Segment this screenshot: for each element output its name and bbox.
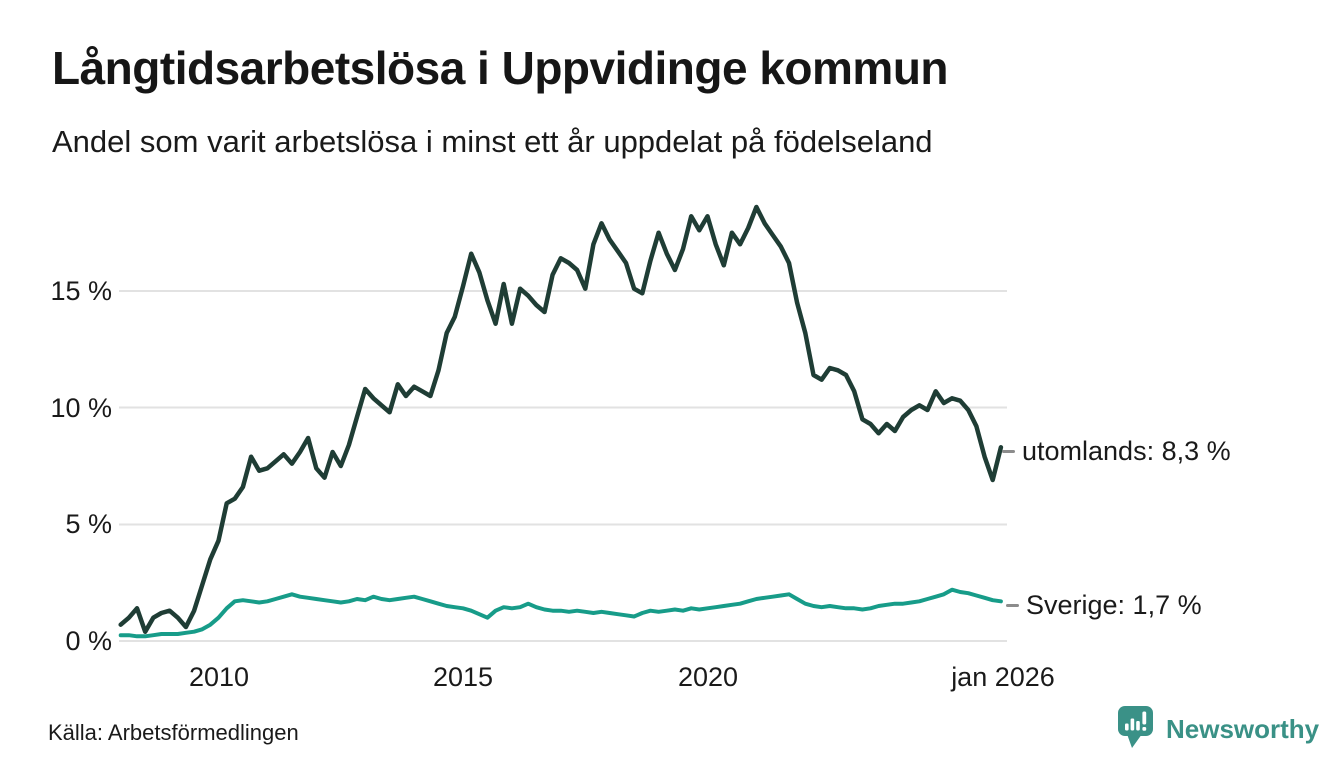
y-axis-tick-label: 10 % <box>50 393 112 423</box>
x-axis-tick-label: 2020 <box>677 662 739 692</box>
newsworthy-logo-icon <box>1118 706 1153 748</box>
source-note: Källa: Arbetsförmedlingen <box>48 720 299 745</box>
series-line-utomlands <box>118 204 1004 634</box>
brand: Newsworthy <box>1118 706 1319 752</box>
label-connector-icon <box>1002 449 1015 453</box>
y-axis-tick-label: 0 % <box>65 626 112 656</box>
label-connector-icon <box>1006 603 1019 607</box>
series-label-sverige: Sverige: 1,7 % <box>1006 588 1202 622</box>
chart-subtitle: Andel som varit arbetslösa i minst ett å… <box>52 124 933 159</box>
chart-title: Långtidsarbetslösa i Uppvidinge kommun <box>52 42 949 94</box>
x-axis-tick-label: 2010 <box>188 662 250 692</box>
series-line-sverige <box>118 587 1003 639</box>
series-label-utomlands: utomlands: 8,3 % <box>1002 434 1231 468</box>
series-label-utomlands-text: utomlands: 8,3 % <box>1022 436 1231 466</box>
brand-name: Newsworthy <box>1166 714 1320 744</box>
series-label-sverige-text: Sverige: 1,7 % <box>1026 590 1202 620</box>
x-axis-tick-label: 2015 <box>432 662 494 692</box>
x-axis-tick-label: jan 2026 <box>951 662 1055 692</box>
y-axis-tick-label: 15 % <box>50 276 112 306</box>
y-axis-tick-label: 5 % <box>65 509 112 539</box>
